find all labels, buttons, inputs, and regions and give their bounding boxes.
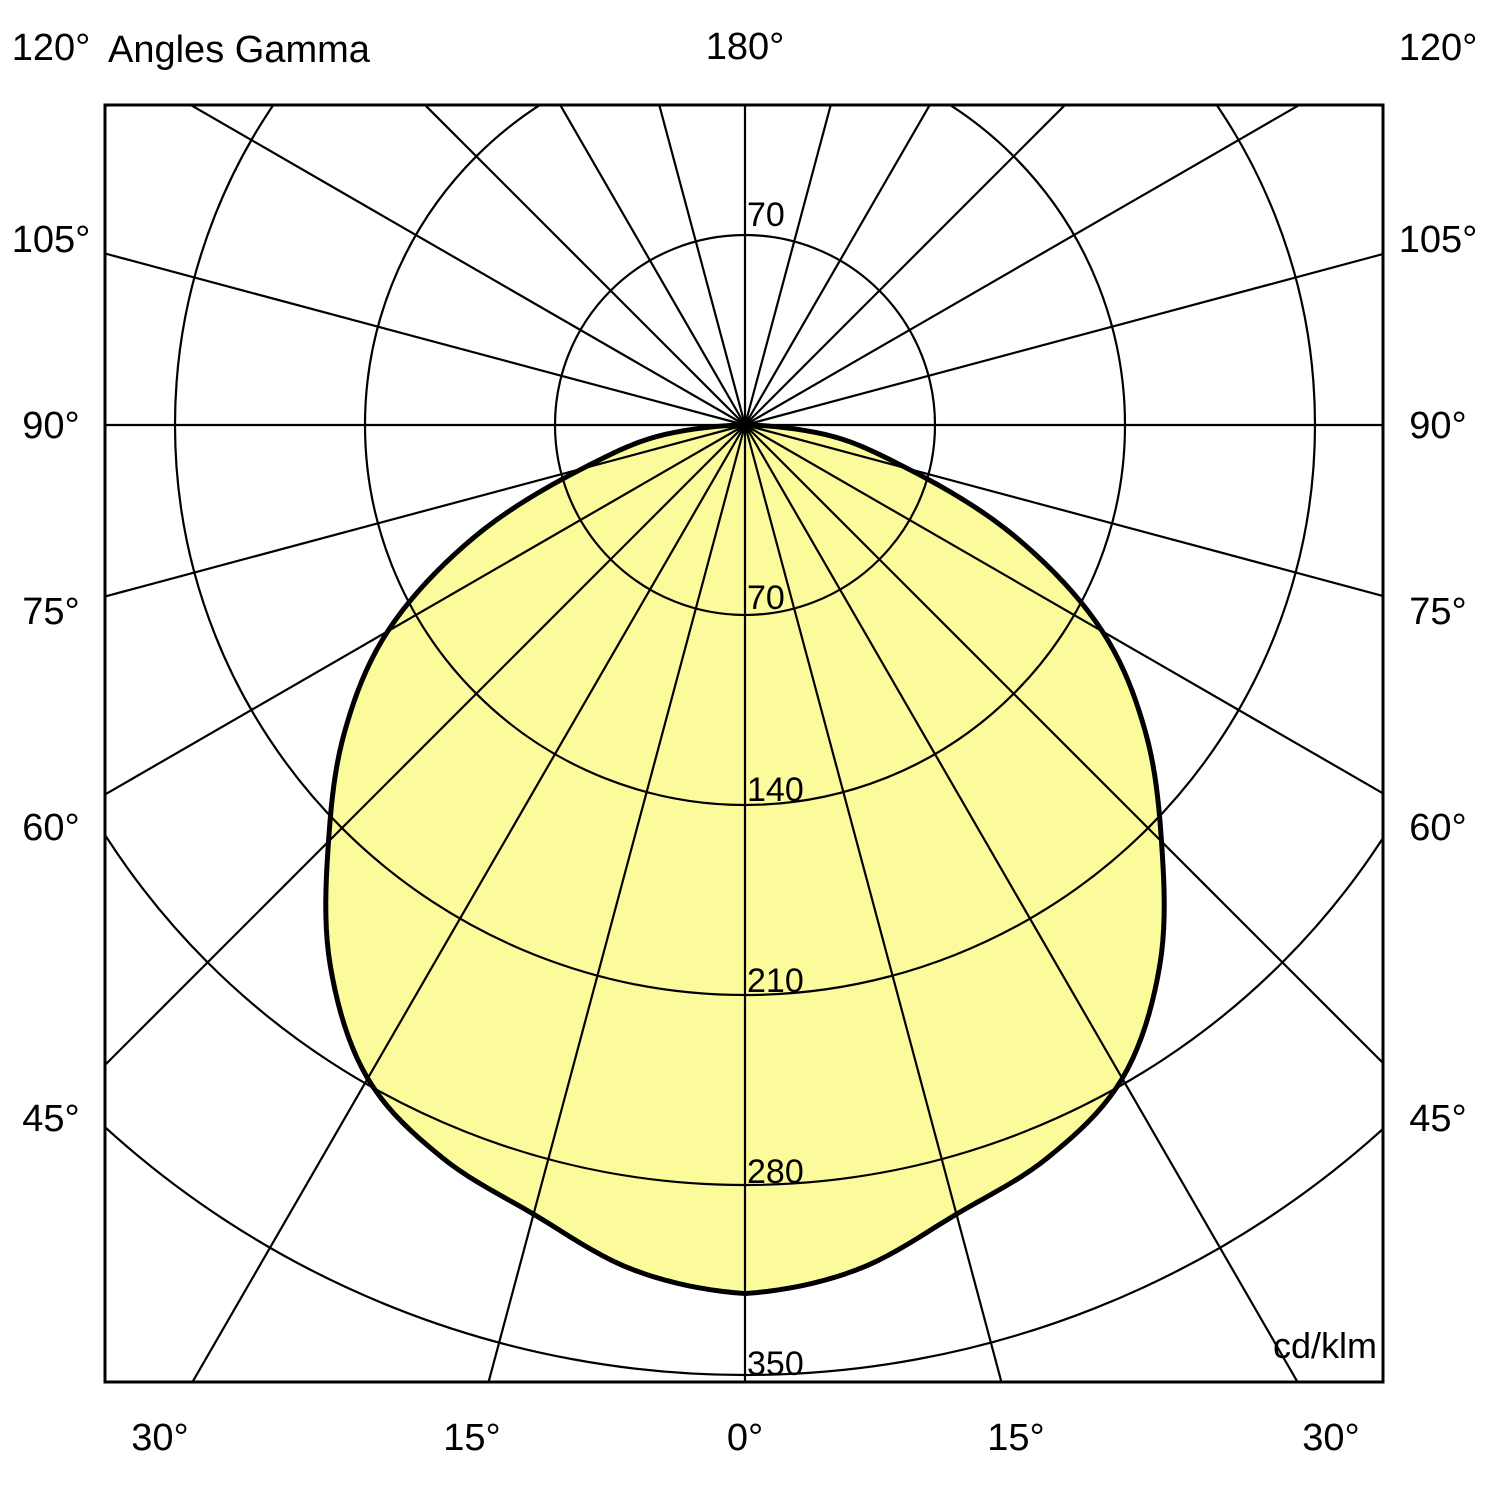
gamma-label-right-120: 120°	[1398, 27, 1478, 69]
gamma-ray-225	[423, 105, 746, 426]
gamma-label-left-60: 60°	[22, 807, 80, 849]
gamma-ray-45	[744, 424, 1383, 1065]
unit-label: cd/klm	[1272, 1325, 1377, 1366]
gamma-label-left-105: 105°	[11, 219, 91, 261]
gamma-ray-255	[105, 252, 746, 427]
gamma-ray-330	[191, 424, 746, 1382]
gamma-label-bottom-30-right: 30°	[1302, 1417, 1360, 1459]
gamma-label-right-105: 105°	[1398, 219, 1478, 261]
gamma-label-right-60: 60°	[1409, 807, 1467, 849]
value-ring-350	[105, 1125, 1383, 1376]
gamma-label-bottom-0: 0°	[726, 1417, 764, 1459]
gamma-label-left-90: 90°	[22, 405, 80, 447]
gamma-label-top-180: 180°	[705, 26, 785, 68]
gamma-label-left-120: 120°	[11, 27, 91, 69]
gamma-label-bottom-15-left: 15°	[443, 1417, 501, 1459]
gamma-ray-345	[487, 424, 747, 1382]
gamma-label-left-75: 75°	[22, 591, 80, 633]
gamma-ray-150	[744, 105, 932, 426]
intensity-curve-outline	[323, 422, 1167, 1297]
ring-value-350: 350	[747, 1345, 804, 1383]
gamma-ray-105	[744, 252, 1383, 427]
gamma-label-bottom-30-left: 30°	[131, 1417, 189, 1459]
ring-value-140: 140	[747, 771, 804, 809]
gamma-ray-60	[744, 424, 1383, 795]
gamma-ray-15	[743, 424, 1003, 1382]
gamma-ray-120	[744, 105, 1302, 426]
gamma-ray-195	[658, 105, 747, 426]
chart-title: Angles Gamma	[108, 29, 370, 71]
ring-value-70: 70	[747, 579, 785, 617]
plot-border	[103, 103, 1385, 1384]
ring-value-280: 280	[747, 1153, 804, 1191]
value-ring-140	[364, 105, 1126, 806]
gamma-label-left-45: 45°	[22, 1098, 80, 1140]
gamma-label-right-75: 75°	[1409, 591, 1467, 633]
gamma-ray-210	[558, 105, 746, 426]
ring-value-210: 210	[747, 962, 804, 1000]
gamma-ray-135	[744, 105, 1067, 426]
gamma-label-bottom-15-right: 15°	[987, 1417, 1045, 1459]
gamma-ray-315	[105, 424, 746, 1067]
gamma-ray-240	[188, 105, 746, 426]
gamma-label-right-90: 90°	[1409, 405, 1467, 447]
gamma-ray-165	[743, 105, 832, 426]
gamma-ray-300	[105, 424, 746, 796]
gamma-ray-75	[744, 423, 1383, 598]
value-ring-70	[553, 233, 937, 617]
gamma-ray-285	[105, 423, 746, 598]
value-ring-210	[174, 105, 1316, 996]
value-ring-280	[105, 832, 1383, 1186]
gamma-label-right-45: 45°	[1409, 1098, 1467, 1140]
gamma-ray-30	[744, 424, 1299, 1382]
ring-value-70-upper: 70	[747, 196, 785, 234]
